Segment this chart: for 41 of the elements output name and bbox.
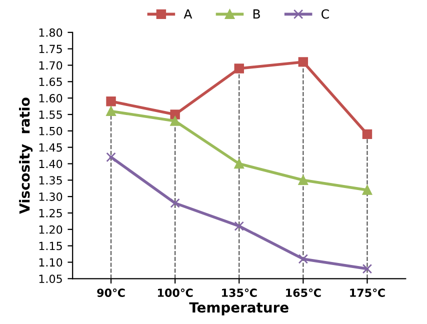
point <box>170 116 180 126</box>
point <box>170 110 180 120</box>
x-tick-label: 165℃ <box>286 288 321 297</box>
y-tick-label: 1.75 <box>39 44 62 54</box>
y-tick-label: 1.05 <box>39 274 62 284</box>
y-tick-label: 1.25 <box>39 208 62 218</box>
legend-label: A <box>184 9 192 19</box>
point <box>106 152 116 162</box>
y-tick-label: 1.80 <box>39 28 62 37</box>
point <box>362 185 372 195</box>
legend-label: B <box>253 9 260 19</box>
point <box>362 264 372 274</box>
y-tick-label: 1.10 <box>39 258 62 267</box>
y-tick-label: 1.70 <box>39 61 62 70</box>
point <box>106 106 116 116</box>
y-tick-label: 1.30 <box>39 192 62 201</box>
point <box>298 57 308 67</box>
x-tick-label: 100℃ <box>158 288 193 297</box>
x-tick-label: 135℃ <box>222 288 257 297</box>
point <box>298 254 308 264</box>
x-axis-title: Temperature <box>189 302 288 316</box>
y-tick-label: 1.50 <box>39 126 62 136</box>
y-tick-label: 1.20 <box>39 225 62 234</box>
y-tick-label: 1.65 <box>39 78 62 86</box>
y-tick-label: 1.45 <box>39 143 62 152</box>
y-tick-label: 1.35 <box>39 176 62 185</box>
legend-label: C <box>322 9 329 19</box>
point <box>234 158 244 169</box>
point <box>170 198 180 208</box>
y-tick-label: 1.15 <box>39 242 62 250</box>
point <box>234 64 244 74</box>
y-tick-label: 1.60 <box>39 94 62 102</box>
point <box>234 221 244 231</box>
point <box>362 129 372 140</box>
y-axis-title: Viscosity ratio <box>19 98 33 214</box>
point <box>298 175 308 186</box>
x-tick-label: 90℃ <box>97 288 125 297</box>
y-tick-label: 1.55 <box>39 110 62 119</box>
x-tick-label: 175℃ <box>350 288 385 297</box>
point <box>106 96 116 106</box>
y-tick-label: 1.40 <box>39 160 62 168</box>
